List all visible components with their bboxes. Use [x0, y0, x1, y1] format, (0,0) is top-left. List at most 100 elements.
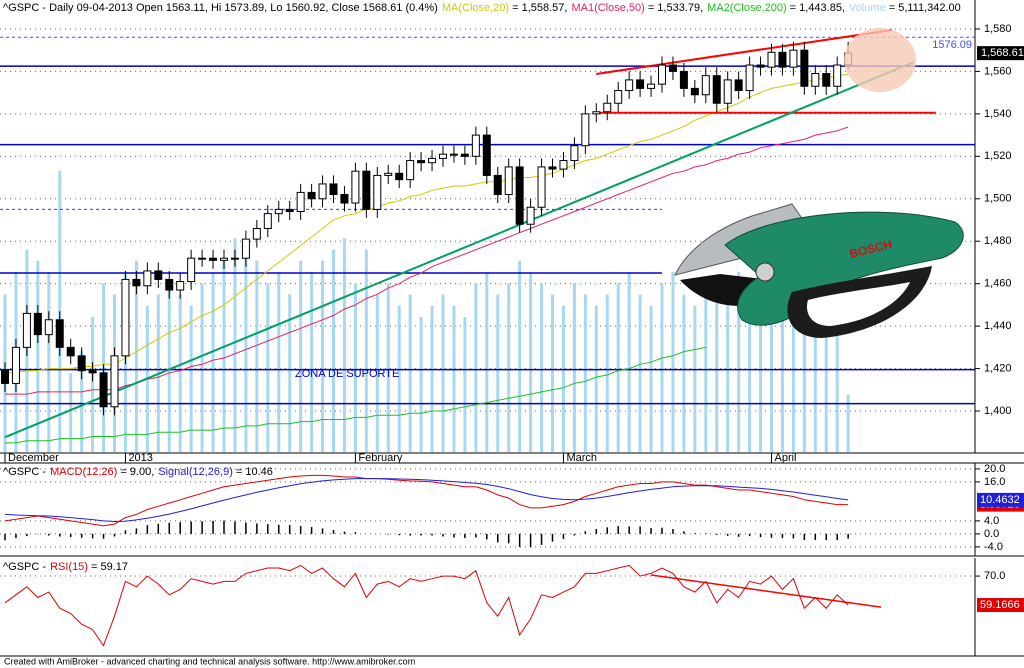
candle-body — [154, 270, 163, 280]
candle-body — [504, 166, 513, 196]
candle-body — [296, 191, 305, 213]
candle-body — [493, 174, 502, 196]
volume-bar — [551, 294, 554, 452]
candle-body — [581, 113, 590, 147]
volume-bar — [222, 260, 226, 452]
candle-body — [548, 166, 557, 170]
volume-bar — [737, 272, 741, 452]
legend-value: = 59.17 — [91, 561, 128, 573]
volume-bar — [266, 283, 270, 452]
candle-body — [1, 370, 9, 384]
candle-body — [449, 153, 458, 156]
chart-header: ^GSPC - Daily 09-04-2013 Open 1563.11, H… — [3, 2, 961, 14]
volume-bar — [507, 283, 511, 452]
candle-body — [340, 194, 349, 204]
footer: Created with AmiBroker - advanced charti… — [4, 656, 415, 666]
legend-entry: RSI(15) — [50, 561, 88, 573]
volume-bar — [353, 283, 357, 452]
candle-body — [811, 73, 820, 87]
legend-entry: MACD(12,26) — [50, 466, 117, 478]
candle-body — [143, 270, 152, 287]
volume-bar — [397, 305, 401, 452]
volume-bar — [200, 283, 204, 452]
candle-body — [679, 70, 688, 89]
candle-body — [33, 312, 42, 336]
candle-body — [198, 257, 207, 260]
volume-bar — [189, 305, 193, 452]
legend-value: = 5,111,342.00 — [889, 2, 961, 14]
volume-bar — [791, 294, 795, 452]
candle-body — [526, 206, 535, 225]
volume-bar — [386, 283, 390, 452]
handle-gap — [806, 282, 910, 326]
volume-bar — [770, 283, 773, 452]
volume-bar — [244, 249, 248, 452]
candle-body — [417, 160, 426, 164]
level-label: 1576.09 — [932, 39, 972, 51]
last-value-box — [977, 598, 1024, 613]
volume-bar — [802, 283, 806, 452]
volume-bar — [321, 260, 325, 452]
handle — [724, 211, 964, 326]
y-tick-label: 1,580 — [984, 23, 1012, 35]
x-tick-label: March — [566, 452, 597, 464]
candle-body — [559, 160, 568, 170]
volume-bar — [452, 305, 456, 452]
candle-body — [99, 372, 108, 408]
candle-body — [252, 227, 261, 240]
volume-bar — [660, 283, 664, 452]
volume-bar — [178, 294, 182, 452]
volume-bar — [80, 350, 84, 452]
candle-body — [603, 102, 612, 113]
last-value-box — [977, 492, 1024, 507]
legend-value: = 9.00, — [120, 466, 154, 478]
header-prefix: ^GSPC - — [3, 466, 46, 478]
shears-picture: BOSCH — [674, 203, 964, 338]
candle-body — [734, 79, 743, 92]
volume-bar — [616, 283, 620, 452]
candle-body — [537, 166, 546, 208]
volume-bar — [846, 394, 850, 452]
candle-body — [187, 257, 196, 283]
y-tick-label: 1,400 — [984, 405, 1012, 417]
volume-bar — [561, 305, 565, 452]
legend-value: = 1,443.85, — [790, 2, 845, 14]
legend-entry: MA1(Close,50) — [571, 2, 644, 14]
indicator-line — [4, 478, 849, 523]
y-tick-label: 1,520 — [984, 150, 1012, 162]
candle-body — [241, 238, 250, 259]
volume-bar — [134, 260, 138, 452]
candle-body — [132, 278, 141, 287]
y-tick-label: 4.0 — [984, 515, 999, 527]
volume-bar — [605, 294, 609, 452]
x-tick-label: April — [775, 452, 797, 464]
candle-body — [668, 64, 677, 72]
volume-bar — [310, 272, 314, 452]
candle-body — [723, 79, 732, 104]
volume-bar — [364, 249, 368, 452]
legend-entry: MA(Close,20) — [442, 2, 509, 14]
volume-bar — [69, 373, 73, 452]
candle-body — [439, 153, 447, 159]
candle-body — [690, 87, 699, 96]
volume-bar — [167, 283, 171, 452]
volume-bar — [408, 294, 412, 452]
trendline — [4, 61, 915, 439]
y-tick-label: 70.0 — [984, 570, 1005, 582]
candle-body — [460, 153, 469, 157]
volume-bar — [813, 294, 817, 452]
candle-body — [712, 75, 721, 104]
candle-body — [373, 174, 382, 210]
ma-line — [5, 346, 706, 444]
y-tick-label: 1,500 — [984, 193, 1012, 205]
legend-entry: Volume — [849, 2, 886, 14]
ma-line — [5, 73, 849, 374]
y-tick-label: 1,540 — [984, 108, 1012, 120]
candle-body — [66, 346, 75, 357]
volume-bar — [726, 283, 730, 452]
candle-body — [263, 213, 272, 229]
volume-bar — [211, 272, 215, 452]
legend-value: = 10.46 — [236, 466, 273, 478]
